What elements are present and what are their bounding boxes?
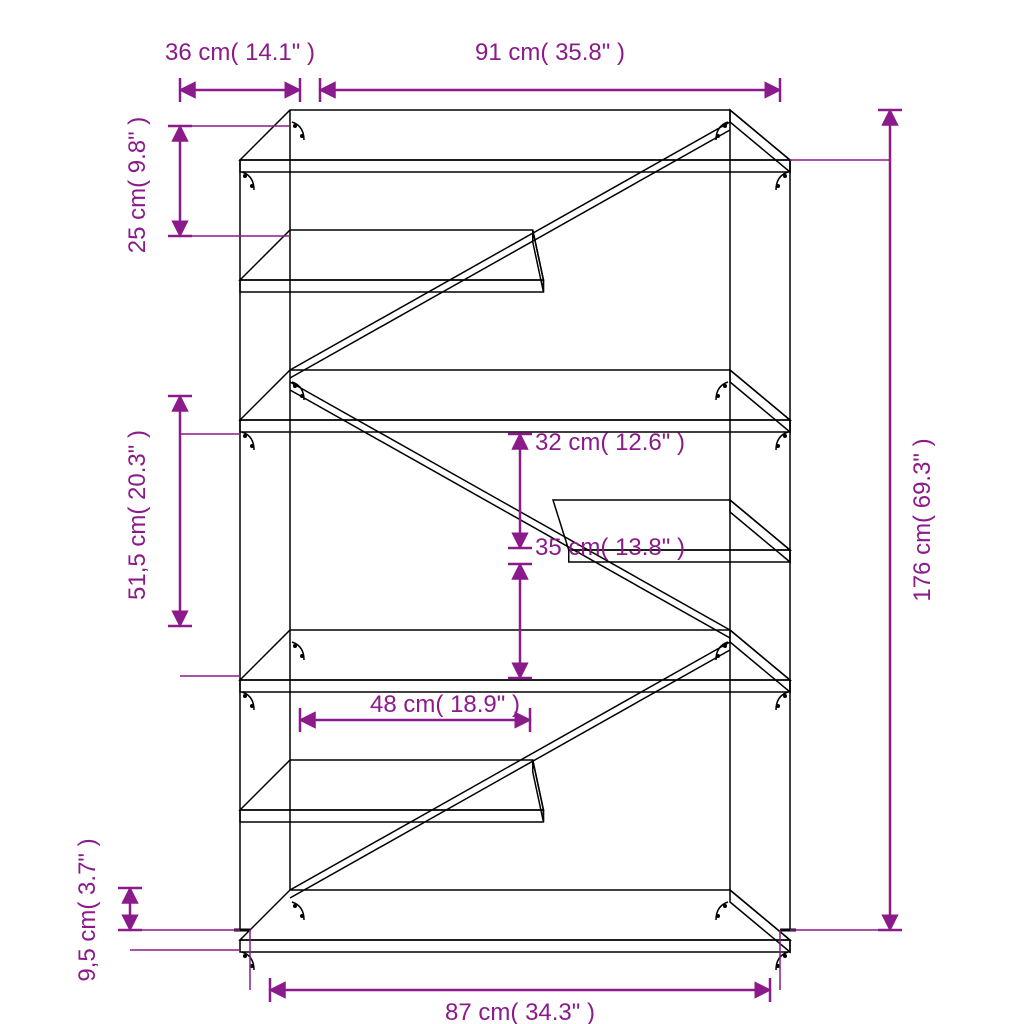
dimension-label: 32 cm( 12.6" ) bbox=[535, 429, 685, 456]
dimension-label: 48 cm( 18.9" ) bbox=[370, 691, 520, 718]
shelf-slab bbox=[240, 110, 790, 172]
dimension-label: 51,5 cm( 20.3" ) bbox=[124, 430, 151, 600]
dimension-label: 35 cm( 13.8" ) bbox=[535, 534, 685, 561]
shelf-slab bbox=[240, 630, 790, 692]
shelf-slab bbox=[240, 890, 790, 952]
dimension-diagram: 36 cm( 14.1" ) 91 cm( 35.8" ) 176 cm( 69.3… bbox=[0, 0, 1024, 1024]
brace bbox=[290, 382, 730, 630]
dimension-label: 25 cm( 9.8" ) bbox=[124, 117, 151, 254]
dimension-label: 87 cm( 34.3" ) bbox=[445, 999, 595, 1024]
dimension-label: 36 cm( 14.1" ) bbox=[165, 39, 315, 66]
dimension-label: 176 cm( 69.3" ) bbox=[909, 438, 936, 601]
dimension-label: 9,5 cm( 3.7" ) bbox=[74, 838, 101, 981]
brace bbox=[290, 122, 730, 370]
shelf-slab bbox=[240, 760, 543, 822]
dimension-label: 91 cm( 35.8" ) bbox=[475, 39, 625, 66]
